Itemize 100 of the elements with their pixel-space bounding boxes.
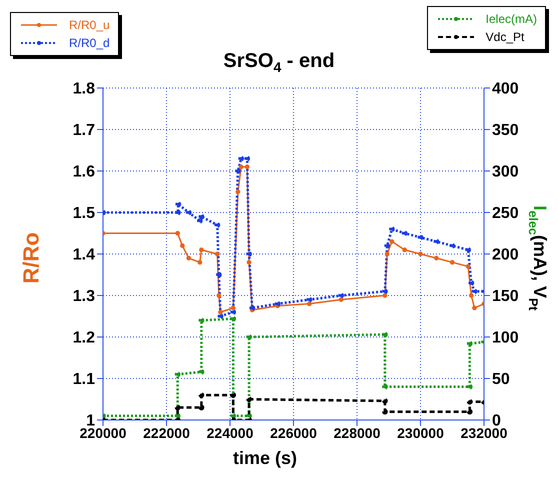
point bbox=[466, 398, 473, 405]
chart-title: SrSO$_{4}$ - end bbox=[223, 50, 335, 75]
y2-tick-label: 400 bbox=[492, 80, 519, 98]
point bbox=[175, 201, 182, 208]
point bbox=[449, 242, 456, 249]
x-tick-label: 220000 bbox=[80, 424, 127, 441]
point bbox=[198, 369, 204, 375]
y-tick-label: 1.6 bbox=[72, 164, 96, 181]
point bbox=[338, 297, 344, 302]
y2-tick-label: 350 bbox=[492, 122, 519, 140]
legend-label: Ielec(mA) bbox=[486, 12, 537, 26]
point bbox=[389, 226, 395, 232]
point bbox=[186, 256, 192, 260]
point bbox=[418, 234, 424, 240]
point bbox=[230, 306, 236, 310]
y-tick-label: 1.8 bbox=[72, 80, 96, 98]
point bbox=[246, 334, 252, 340]
point bbox=[244, 156, 250, 162]
point bbox=[214, 252, 220, 256]
point bbox=[230, 309, 236, 315]
y2-tick-label: 200 bbox=[492, 246, 519, 264]
y2-tick-label: 250 bbox=[492, 205, 519, 222]
point bbox=[382, 384, 388, 390]
legend-label: R/R0_u bbox=[69, 18, 110, 32]
point bbox=[199, 248, 204, 252]
point bbox=[382, 408, 388, 415]
point bbox=[174, 404, 180, 410]
point bbox=[466, 340, 473, 346]
point bbox=[238, 156, 244, 162]
y2-tick-label: 300 bbox=[492, 164, 519, 181]
point bbox=[236, 189, 240, 194]
point bbox=[198, 214, 204, 220]
y-tick-label: 1.5 bbox=[72, 205, 96, 222]
point bbox=[246, 260, 252, 265]
point bbox=[468, 280, 474, 286]
point bbox=[238, 164, 244, 170]
point bbox=[468, 293, 474, 298]
y2-tick-label: 50 bbox=[492, 371, 510, 388]
point bbox=[230, 316, 236, 322]
point bbox=[466, 264, 470, 269]
y-axis-title: R/Ro bbox=[18, 232, 44, 284]
point bbox=[466, 408, 473, 415]
point bbox=[235, 168, 241, 174]
x-axis-title: time (s) bbox=[232, 448, 297, 468]
point bbox=[402, 248, 407, 252]
point bbox=[246, 413, 252, 419]
point bbox=[175, 210, 181, 216]
point bbox=[198, 404, 204, 410]
x-tick-label: 230000 bbox=[397, 424, 444, 441]
point bbox=[197, 260, 202, 265]
point bbox=[218, 313, 224, 320]
point bbox=[230, 413, 236, 419]
x-tick-label: 228000 bbox=[334, 424, 381, 441]
point bbox=[472, 288, 478, 294]
point bbox=[472, 306, 477, 310]
point bbox=[274, 300, 280, 307]
point bbox=[175, 230, 180, 236]
point bbox=[246, 251, 252, 257]
x-tick-label: 222000 bbox=[143, 424, 190, 441]
point bbox=[249, 305, 256, 311]
point bbox=[338, 292, 344, 298]
point bbox=[434, 256, 439, 260]
point bbox=[382, 293, 388, 298]
legend-label: R/R0_d bbox=[69, 36, 110, 50]
point bbox=[450, 260, 455, 265]
point bbox=[198, 392, 204, 398]
point bbox=[307, 301, 312, 306]
point bbox=[216, 293, 222, 298]
x-tick-label: 226000 bbox=[270, 424, 318, 441]
point bbox=[384, 252, 390, 256]
y-tick-label: 1.4 bbox=[72, 246, 96, 264]
point bbox=[465, 247, 471, 253]
point bbox=[218, 310, 223, 314]
point bbox=[402, 230, 408, 236]
point bbox=[306, 296, 312, 302]
point bbox=[466, 384, 473, 390]
point bbox=[244, 164, 250, 170]
x-tick-label: 232000 bbox=[460, 424, 508, 441]
point bbox=[214, 222, 220, 228]
point bbox=[198, 318, 204, 324]
point bbox=[174, 372, 180, 378]
y-tick-label: 1.1 bbox=[72, 371, 96, 388]
point bbox=[418, 252, 423, 256]
point bbox=[382, 332, 388, 338]
legend-label: Vdc_Pt bbox=[486, 30, 524, 44]
y-tick-label: 1.2 bbox=[72, 330, 96, 347]
y-tick-label: 1.3 bbox=[72, 288, 96, 306]
point bbox=[230, 392, 236, 398]
point bbox=[246, 396, 252, 402]
point bbox=[174, 413, 180, 419]
point bbox=[216, 272, 222, 278]
x-tick-label: 224000 bbox=[206, 424, 254, 441]
y2-tick-label: 150 bbox=[492, 288, 519, 306]
point bbox=[390, 239, 394, 244]
y-tick-label: 1.7 bbox=[72, 122, 96, 140]
point bbox=[186, 210, 192, 216]
point bbox=[180, 243, 185, 248]
y2-tick-label: 100 bbox=[492, 330, 519, 347]
point bbox=[382, 288, 388, 294]
point bbox=[382, 398, 388, 404]
